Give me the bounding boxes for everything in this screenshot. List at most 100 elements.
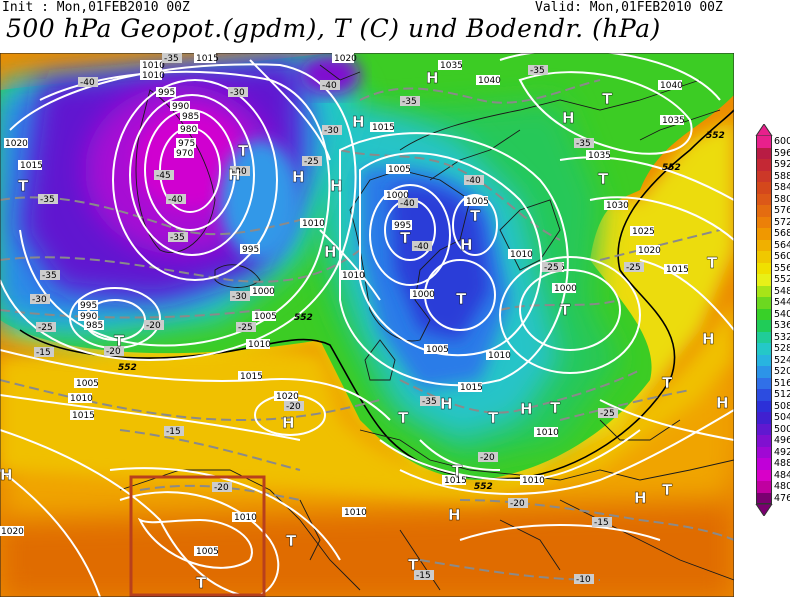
colorbar-swatch xyxy=(756,423,772,435)
svg-text:1020: 1020 xyxy=(5,139,28,149)
colorbar-swatch xyxy=(756,193,772,205)
weather-map-svg: 1010 1010 1015 1020 995 990 985 980 975 … xyxy=(0,53,734,597)
isobar-label: 1020 xyxy=(4,138,28,149)
colorbar-label: 512 xyxy=(774,389,790,400)
colorbar-swatch xyxy=(756,182,772,194)
colorbar-label: 580 xyxy=(774,193,790,205)
temp-label: -25 xyxy=(542,262,562,273)
temp-label: -35 xyxy=(162,53,182,64)
isobar-label: 995 xyxy=(78,300,98,311)
temp-label: -10 xyxy=(574,574,594,585)
colorbar-label: 508 xyxy=(774,400,790,412)
temp-label: -20 xyxy=(104,346,124,357)
isobar-label: 980 xyxy=(178,124,198,135)
isobar-label: 1005 xyxy=(194,546,219,557)
isobar-label: 1005 xyxy=(252,311,277,322)
temp-label: -40 xyxy=(464,175,484,186)
svg-text:990: 990 xyxy=(172,102,189,112)
svg-text:-40: -40 xyxy=(466,176,481,186)
temp-label: -20 xyxy=(508,498,528,509)
svg-text:1015: 1015 xyxy=(20,161,43,171)
isobar-label: 1015 xyxy=(194,53,219,64)
isobar-label: 1020 xyxy=(274,391,299,402)
colorbar-label: 500 xyxy=(774,423,790,435)
svg-text:-20: -20 xyxy=(214,483,229,493)
colorbar-swatch xyxy=(756,274,772,286)
colorbar-swatch xyxy=(756,343,772,355)
isobar-label: 995 xyxy=(240,244,260,255)
colorbar-label: 548 xyxy=(774,285,790,297)
colorbar-label: 540 xyxy=(774,308,790,320)
temp-label: -25 xyxy=(36,322,56,333)
svg-text:1005: 1005 xyxy=(388,165,411,175)
temp-label: -20 xyxy=(478,452,498,463)
isobar-label: 1015 xyxy=(238,371,263,382)
colorbar-label: 520 xyxy=(774,366,790,377)
svg-text:1000: 1000 xyxy=(386,191,409,201)
pressure-center: T xyxy=(452,462,463,480)
svg-text:995: 995 xyxy=(80,301,97,311)
temp-label-group: -40 -35 -30 -30 -25 -40 -35 -40 -45 -35 … xyxy=(30,53,644,585)
svg-text:-40: -40 xyxy=(414,242,429,252)
isobar-label: 1035 xyxy=(586,150,611,161)
colorbar-swatch xyxy=(756,481,772,493)
colorbar-label: 488 xyxy=(774,458,790,469)
pressure-center: H xyxy=(716,394,729,412)
svg-text:1010: 1010 xyxy=(488,351,511,361)
height-label: 552 xyxy=(118,363,137,373)
highlight-box xyxy=(129,475,266,597)
svg-text:-15: -15 xyxy=(594,518,609,528)
colorbar-swatch xyxy=(756,492,772,504)
isobar-label: 1015 xyxy=(458,382,483,393)
temp-label: -25 xyxy=(302,156,322,167)
isobar-label: 1000 xyxy=(410,289,435,300)
svg-text:1015: 1015 xyxy=(666,265,689,275)
svg-text:-10: -10 xyxy=(576,575,591,585)
svg-text:-35: -35 xyxy=(402,97,417,107)
colorbar-swatch xyxy=(756,285,772,297)
temp-label: -15 xyxy=(164,426,184,437)
pressure-center: H xyxy=(702,330,715,348)
svg-text:1020: 1020 xyxy=(334,54,357,64)
pressure-center: H xyxy=(282,414,295,432)
chart-header: Init : Mon,01FEB2010 00Z Valid: Mon,01FE… xyxy=(0,0,790,50)
colorbar-label: 504 xyxy=(774,412,790,423)
pressure-center: H xyxy=(292,168,305,186)
colorbar-swatch xyxy=(756,389,772,401)
svg-text:1010: 1010 xyxy=(344,508,367,518)
svg-text:-30: -30 xyxy=(324,126,339,136)
svg-text:1035: 1035 xyxy=(440,61,463,71)
colorbar-swatch xyxy=(756,159,772,171)
isobar-label: 1025 xyxy=(630,226,655,237)
isobar-label: 995 xyxy=(392,220,412,231)
contour-552 xyxy=(19,109,734,480)
svg-text:-40: -40 xyxy=(322,81,337,91)
svg-text:-35: -35 xyxy=(164,54,179,64)
svg-text:-40: -40 xyxy=(168,195,183,205)
isobar-label: 1010 xyxy=(140,70,165,81)
isobar-label: 1010 xyxy=(520,475,545,486)
svg-text:1015: 1015 xyxy=(444,476,467,486)
height-label-group: 552 552 552 552 552 xyxy=(118,131,725,492)
colorbar-bottom-arrow xyxy=(755,504,773,516)
temp-label: -30 xyxy=(322,125,342,136)
pressure-center: H xyxy=(460,236,473,254)
pressure-center: T xyxy=(707,254,718,272)
svg-text:1005: 1005 xyxy=(76,379,99,389)
colorbar-swatch xyxy=(756,147,772,159)
height-label: 552 xyxy=(706,131,725,141)
svg-text:1005: 1005 xyxy=(254,312,277,322)
color-fill-layer xyxy=(0,53,734,597)
svg-text:-35: -35 xyxy=(170,233,185,243)
svg-text:-15: -15 xyxy=(36,348,51,358)
svg-text:-40: -40 xyxy=(80,78,95,88)
isobar-label: 985 xyxy=(84,320,104,331)
colorbar-swatch xyxy=(756,366,772,378)
svg-text:1035: 1035 xyxy=(588,151,611,161)
colorbar-label: 564 xyxy=(774,239,790,251)
temp-label: -40 xyxy=(78,77,98,88)
isobar-label: 1015 xyxy=(18,160,43,171)
pressure-center: T xyxy=(408,556,419,574)
temp-label: -30 xyxy=(230,291,250,302)
height-label: 552 xyxy=(294,313,313,323)
